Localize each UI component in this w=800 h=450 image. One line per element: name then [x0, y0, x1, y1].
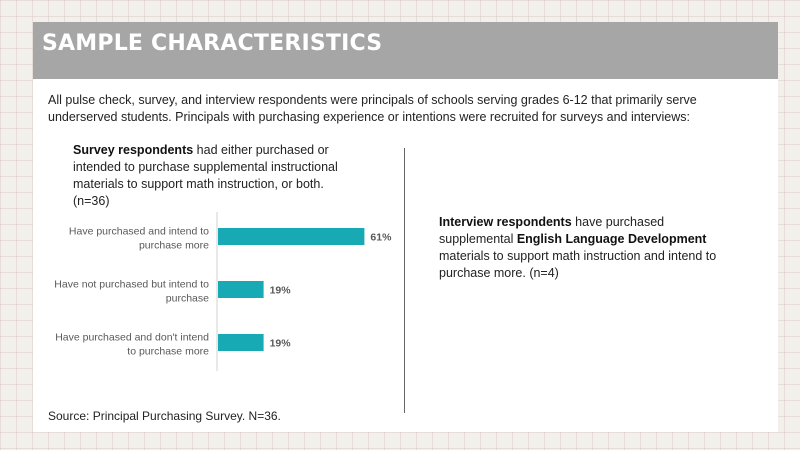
bar [218, 334, 264, 351]
category-label: to purchase more [127, 346, 209, 358]
data-label: 61% [370, 232, 392, 244]
intro-text: All pulse check, survey, and interview r… [48, 93, 697, 124]
slide: SAMPLE CHARACTERISTICS All pulse check, … [33, 22, 778, 432]
interview-detail-2: materials to support math instruction an… [439, 249, 717, 280]
category-label: Have purchased and intend to [69, 226, 209, 238]
page-title: SAMPLE CHARACTERISTICS [42, 31, 383, 56]
category-label: Have not purchased but intend to [54, 279, 209, 291]
interview-label: Interview respondents [439, 215, 572, 229]
bar [218, 281, 264, 298]
survey-description: Survey respondents had either purchased … [73, 142, 363, 210]
bar [218, 228, 365, 245]
bar-chart: Have purchased and intend to purchase mor… [54, 212, 392, 371]
data-label: 19% [270, 285, 292, 297]
vertical-divider [404, 148, 405, 413]
interview-detail-1: have purchased supplemental [439, 215, 665, 246]
data-label: 19% [270, 338, 292, 350]
category-label: purchase more [139, 240, 209, 252]
survey-label: Survey respondents [73, 143, 194, 157]
survey-detail: had either purchased or intended to purc… [73, 143, 338, 208]
title-bar: SAMPLE CHARACTERISTICS [33, 22, 778, 79]
category-label: purchase [166, 293, 209, 305]
source-note: Source: Principal Purchasing Survey. N=3… [48, 409, 281, 423]
interview-description: Interview respondents have purchased sup… [439, 214, 739, 282]
category-label: Have purchased and don't intend [55, 332, 209, 344]
interview-ell-label: English Language Development [516, 232, 707, 246]
